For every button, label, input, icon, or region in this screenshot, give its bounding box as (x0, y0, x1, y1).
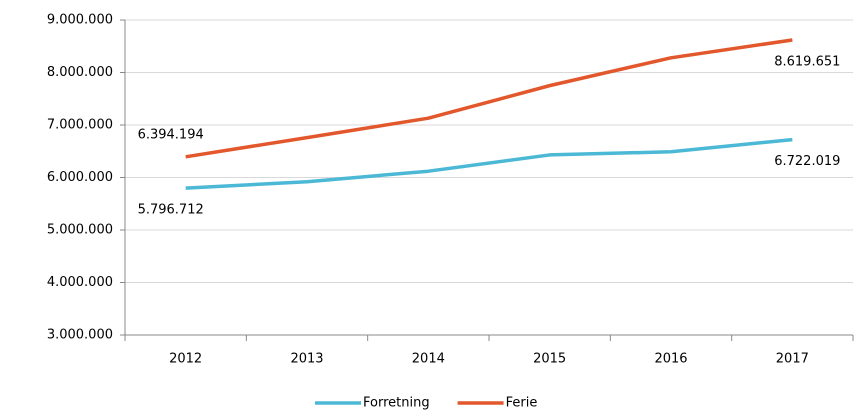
x-tick-label: 2017 (776, 352, 809, 367)
series-line (185, 38, 793, 159)
legend-label: Ferie (506, 396, 538, 411)
y-tick-label: 5.000.000 (47, 223, 113, 238)
y-tick-label: 9.000.000 (47, 13, 113, 28)
data-label: 6.722.019 (774, 154, 840, 169)
series-line (185, 137, 793, 190)
legend-label: Forretning (363, 396, 430, 411)
data-label: 6.394.194 (138, 127, 204, 142)
x-tick-label: 2015 (533, 352, 566, 367)
data-label: 8.619.651 (774, 54, 840, 69)
x-tick-label: 2013 (290, 352, 323, 367)
y-tick-label: 6.000.000 (47, 170, 113, 185)
x-tick-label: 2012 (169, 352, 202, 367)
y-tick-label: 8.000.000 (47, 65, 113, 80)
y-tick-label: 4.000.000 (47, 275, 113, 290)
x-tick-label: 2016 (654, 352, 687, 367)
x-tick-label: 2014 (412, 352, 445, 367)
y-tick-label: 7.000.000 (47, 118, 113, 133)
y-tick-label: 3.000.000 (47, 328, 113, 343)
data-label: 5.796.712 (138, 203, 204, 218)
